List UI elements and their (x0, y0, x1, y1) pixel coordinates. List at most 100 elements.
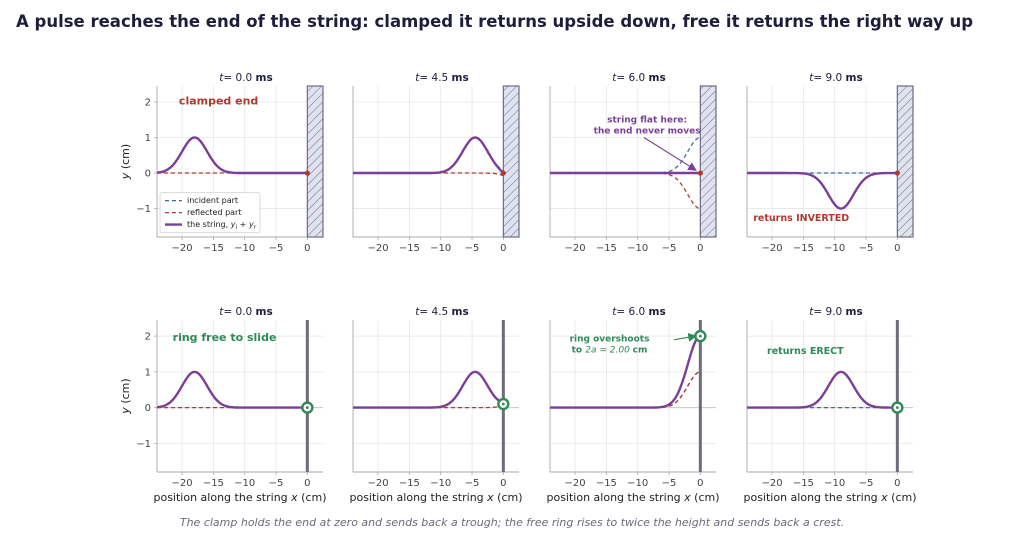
overshoot-note-line2: to 2a = 2.00 cm (572, 345, 648, 355)
string-curve (747, 370, 898, 409)
incident-curve (550, 136, 701, 174)
clamp-wall (306, 85, 324, 238)
x-tick-label: −15 (793, 243, 814, 254)
reflected-curve (550, 371, 701, 409)
string-curve (747, 171, 898, 210)
x-tick-label: 0 (304, 243, 310, 254)
x-tick-label: −10 (234, 478, 255, 489)
reflected-curve (747, 172, 898, 210)
x-tick-label: −20 (762, 243, 783, 254)
x-tick-label: −5 (662, 478, 677, 489)
x-tick-label: −10 (627, 243, 648, 254)
x-tick-label: −5 (859, 243, 874, 254)
figure-caption: The clamp holds the end at zero and send… (179, 516, 845, 529)
string-curve (157, 370, 308, 409)
x-tick-label: −20 (368, 478, 389, 489)
x-axis-label: position along the string x (cm) (349, 491, 522, 504)
ring-marker-center (501, 402, 505, 406)
x-tick-label: −20 (762, 478, 783, 489)
subplot-free-2: −20 −15 −10 −5 0 t= 4.5 ms position along the … (349, 306, 522, 504)
subplot-clamped-4: −20 −15 −10 −5 0 t= 9.0 ms returns INVERTED (746, 72, 914, 254)
x-tick-label: −10 (430, 243, 451, 254)
x-tick-label: 0 (894, 478, 900, 489)
y-tick-label: 0 (145, 403, 151, 414)
flat-note-line2: the end never moves (594, 127, 701, 137)
x-tick-label: −15 (203, 243, 224, 254)
string-curve (353, 136, 505, 175)
subplot-time-title: t= 9.0 ms (809, 306, 863, 318)
string-curve (550, 334, 701, 409)
x-tick-label: 0 (304, 478, 310, 489)
x-tick-label: −10 (234, 243, 255, 254)
x-axis-label: position along the string x (cm) (743, 491, 916, 504)
y-tick-label: 1 (145, 133, 151, 144)
x-tick-label: −20 (172, 243, 193, 254)
y-tick-label: 2 (145, 97, 151, 108)
subplot-free-4: −20 −15 −10 −5 0 t= 9.0 ms position along the … (743, 306, 916, 504)
clamp-point (894, 170, 900, 176)
incident-curve (353, 371, 504, 409)
clamp-point (697, 170, 703, 176)
y-tick-label: 0 (145, 169, 151, 180)
legend-string-label: the string, yi + yr (187, 220, 257, 231)
subplot-time-title: t= 6.0 ms (612, 306, 666, 318)
string-curve (353, 370, 504, 409)
clamp-wall (502, 85, 520, 238)
clamp-wall (699, 85, 717, 238)
x-tick-label: −15 (203, 478, 224, 489)
clamped-end-label: clamped end (179, 94, 258, 107)
x-axis-label: position along the string x (cm) (153, 491, 326, 504)
subplot-time-title: t= 4.5 ms (415, 306, 469, 318)
x-tick-label: −20 (565, 243, 586, 254)
x-tick-label: −10 (627, 478, 648, 489)
y-tick-label: −1 (136, 439, 151, 450)
x-tick-label: −10 (824, 243, 845, 254)
x-tick-label: −20 (172, 478, 193, 489)
subplot-time-title: t= 9.0 ms (809, 72, 863, 84)
subplot-time-title: t= 0.0 ms (219, 72, 273, 84)
y-tick-label: −1 (136, 204, 151, 215)
ring-marker-center (305, 406, 309, 410)
clamp-wall (896, 85, 914, 238)
erect-label: returns ERECT (767, 346, 844, 357)
reflected-curve (747, 371, 898, 409)
x-tick-label: 0 (500, 478, 506, 489)
legend-reflected-label: reflected part (187, 208, 241, 217)
reflected-curve (550, 172, 701, 210)
x-tick-label: −10 (430, 478, 451, 489)
x-tick-label: −5 (465, 478, 480, 489)
subplot-time-title: t= 0.0 ms (219, 306, 273, 318)
legend-box (159, 192, 261, 233)
x-tick-label: 0 (697, 478, 703, 489)
y-tick-label: 2 (145, 332, 151, 343)
x-tick-label: −15 (793, 478, 814, 489)
overshoot-note-line1: ring overshoots (570, 334, 650, 344)
flat-note-arrow (643, 137, 697, 171)
y-axis-label: y (cm) (119, 378, 132, 414)
x-tick-label: 0 (500, 243, 506, 254)
x-tick-label: −10 (824, 478, 845, 489)
x-tick-label: 0 (894, 243, 900, 254)
inverted-label: returns INVERTED (753, 213, 849, 224)
y-axis-label: y (cm) (119, 144, 132, 180)
figure-title: A pulse reaches the end of the string: c… (16, 12, 974, 31)
flat-note-line1: string flat here: (607, 116, 687, 126)
x-tick-label: −15 (596, 243, 617, 254)
x-tick-label: −5 (269, 478, 284, 489)
x-tick-label: −20 (368, 243, 389, 254)
ring-marker-center (895, 406, 899, 410)
x-tick-label: −5 (662, 243, 677, 254)
x-tick-label: 0 (697, 243, 703, 254)
subplot-clamped-2: −20 −15 −10 −5 0 t= 4.5 ms (352, 72, 520, 254)
subplot-clamped-3: −20 −15 −10 −5 0 t= 6.0 ms string flat here:th… (549, 72, 717, 254)
legend-incident-label: incident part (187, 196, 238, 205)
incident-curve (550, 371, 701, 409)
x-tick-label: −15 (399, 243, 420, 254)
x-tick-label: −20 (565, 478, 586, 489)
x-tick-label: −5 (859, 478, 874, 489)
ring-marker-center (698, 334, 702, 338)
ring-free-label: ring free to slide (173, 331, 277, 344)
